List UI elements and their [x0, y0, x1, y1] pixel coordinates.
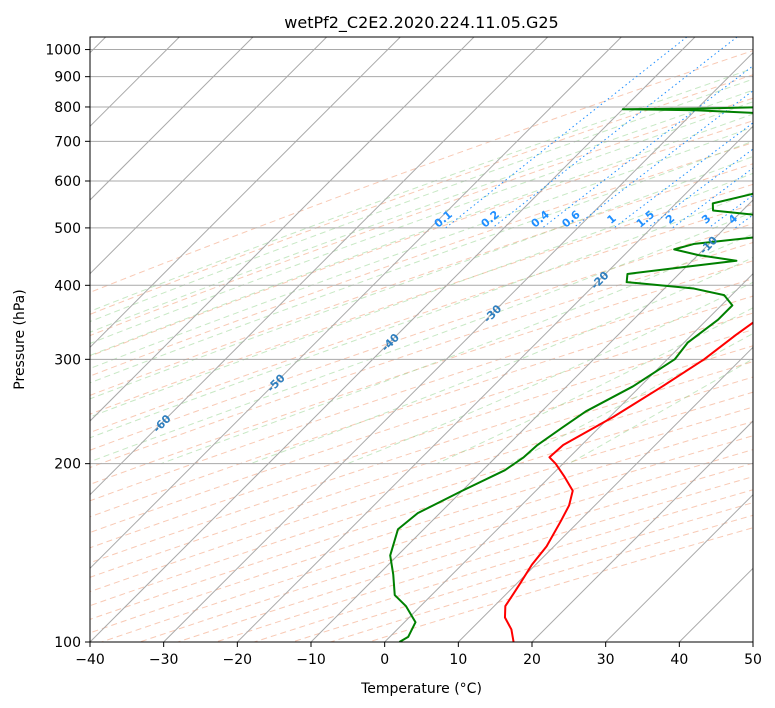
- isotherm-lines: [90, 37, 753, 642]
- x-axis-title: Temperature (°C): [360, 681, 482, 697]
- dry-adiabat-line: [90, 97, 753, 337]
- y-tick-label: 400: [54, 278, 81, 294]
- x-axis: −40 −30 −20 −10 0 10 20 30 40 50: [75, 642, 762, 668]
- isotherm-line: [310, 199, 753, 642]
- x-tick-label: 50: [744, 652, 762, 668]
- moist-adiabat-line: [90, 126, 753, 370]
- y-tick-label: 900: [54, 70, 81, 86]
- moist-adiabat-line: [347, 281, 753, 465]
- mixing-ratio-line: [672, 167, 753, 229]
- dry-adiabat-line: [90, 74, 753, 315]
- x-tick-label: 30: [597, 652, 615, 668]
- dry-adiabat-line: [90, 312, 753, 534]
- isotherm-line: [90, 37, 401, 349]
- moist-adiabat-line: [90, 113, 753, 356]
- x-tick-label: −30: [149, 652, 179, 668]
- y-tick-label: 300: [54, 352, 81, 368]
- x-tick-label: −40: [75, 652, 105, 668]
- dry-adiabat-line: [90, 278, 753, 502]
- y-axis: 1000 900 800 700 600 500 400 300 200 100: [45, 43, 90, 651]
- mixing-ratio-line: [492, 37, 738, 229]
- isotherm-line: [90, 37, 328, 275]
- x-tick-label: 40: [670, 652, 688, 668]
- isotherm-line: [384, 272, 753, 642]
- dry-adiabat-line: [90, 329, 753, 549]
- isotherm-line: [605, 493, 753, 642]
- temperature-profile-line: [503, 321, 753, 642]
- dry-adiabat-line: [90, 50, 753, 293]
- mixing-ratio-line: [445, 37, 688, 229]
- plot-frame: [89, 36, 754, 643]
- moist-adiabat-line: [90, 89, 753, 333]
- pressure-grid: [90, 49, 753, 642]
- y-tick-label: 800: [54, 100, 81, 116]
- isotherm-line: [90, 37, 475, 422]
- moist-adiabat-line: [90, 78, 753, 323]
- x-tick-label: 0: [380, 652, 389, 668]
- y-tick-label: 500: [54, 221, 81, 237]
- isotherm-line: [90, 37, 696, 642]
- mixing-ratio-line: [647, 148, 753, 229]
- moist-adiabat-line: [90, 211, 753, 463]
- isotherm-line: [90, 37, 254, 201]
- moist-adiabat-line: [250, 256, 753, 465]
- isotherm-line: [457, 346, 753, 642]
- x-tick-label: −20: [223, 652, 253, 668]
- profile-series: [389, 106, 753, 642]
- moist-adiabat-line: [90, 67, 753, 312]
- dewpoint-profile-line: [389, 106, 753, 642]
- moist-adiabat-line: [90, 172, 753, 418]
- moist-adiabat-line: [90, 140, 753, 384]
- y-tick-label: 100: [54, 635, 81, 651]
- x-tick-label: −10: [296, 652, 326, 668]
- dry-adiabat-line: [90, 142, 753, 377]
- x-tick-label: 20: [523, 652, 541, 668]
- mixing-ratio-line: [572, 90, 753, 229]
- isotherm-line: [236, 125, 753, 642]
- y-tick-label: 200: [54, 457, 81, 473]
- plot-area: [90, 37, 753, 642]
- mixing-ratio-lines: [445, 37, 753, 229]
- isotherm-line: [90, 37, 622, 570]
- isotherm-line: [90, 37, 549, 496]
- y-axis-title: Pressure (hPa): [12, 289, 28, 389]
- dry-adiabat-line: [90, 163, 753, 396]
- y-tick-label: 1000: [45, 43, 81, 59]
- dry-adiabat-line: [90, 183, 753, 415]
- isotherm-line: [531, 420, 753, 642]
- moist-adiabats: [90, 67, 753, 465]
- moist-adiabat-line: [90, 155, 753, 400]
- dry-adiabat-line: [90, 391, 753, 607]
- dry-adiabat-line: [90, 223, 753, 451]
- isotherm-line: [163, 51, 753, 642]
- y-tick-label: 700: [54, 134, 81, 150]
- chart-title: wetPf2_C2E2.2020.224.11.05.G25: [284, 13, 558, 33]
- moist-adiabat-line: [90, 101, 753, 344]
- x-tick-label: 10: [449, 652, 467, 668]
- y-tick-label: 600: [54, 174, 81, 190]
